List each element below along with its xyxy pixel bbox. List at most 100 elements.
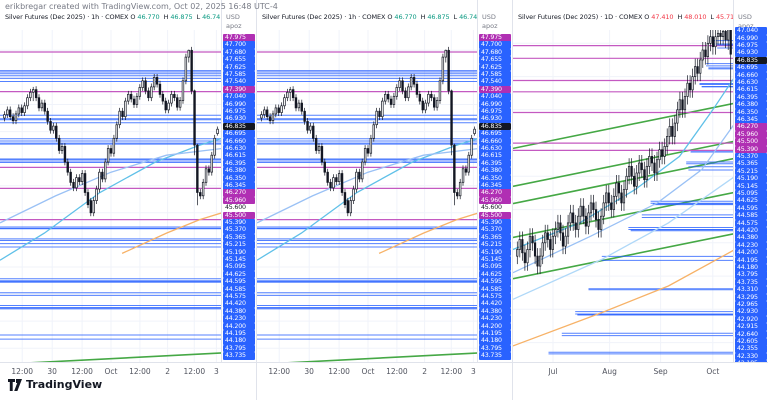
level-price-label: 46.630 (735, 79, 767, 87)
level-price-label: 45.960 (479, 196, 511, 205)
level-price-label: 46.345 (479, 182, 511, 190)
level-price-label: 42.915 (735, 323, 767, 331)
candle (564, 235, 567, 247)
tradingview-logo[interactable]: TradingView (8, 378, 102, 391)
chart-header[interactable]: Silver Futures (Dec 2025) · 1D · COMEX O… (518, 13, 733, 21)
candle (283, 97, 286, 107)
chart-panel-1h-left[interactable]: Silver Futures (Dec 2025) · 1h · COMEX O… (0, 0, 256, 400)
price-scale[interactable]: USD apoz 47.975 47.700 47.680 47.655 47.625 47… (477, 0, 512, 362)
axis-price-tick: 45.600 (225, 204, 246, 212)
level-price-label: 44.575 (479, 293, 511, 301)
candle (23, 105, 26, 113)
level-price-label: 47.680 (479, 48, 511, 57)
candle (291, 89, 295, 99)
candle (118, 110, 121, 126)
candle (574, 222, 577, 230)
level-price-label: 44.180 (223, 337, 255, 345)
level-price-label: 46.660 (223, 137, 255, 146)
candle (683, 96, 687, 111)
candle (640, 162, 643, 171)
symbol-title[interactable]: Silver Futures (Dec 2025) · 1D · COMEX (518, 13, 643, 21)
time-axis[interactable]: 12:00 30 12:00 Oct 12:00 2 12:00 3 (0, 362, 256, 400)
candle (554, 229, 557, 237)
candle (701, 49, 704, 61)
level-price-label: 44.420 (223, 300, 255, 308)
time-axis[interactable]: 12:00 30 12:00 Oct 12:00 2 12:00 3 (257, 362, 512, 400)
candle (569, 212, 572, 224)
candle (173, 93, 176, 99)
price-pane[interactable] (257, 30, 479, 362)
level-price-label: 44.230 (735, 241, 767, 250)
level-price-label: 45.190 (479, 248, 511, 257)
candle (395, 87, 398, 97)
candle (386, 93, 390, 100)
level-price-label: 44.380 (735, 234, 767, 242)
candle (559, 222, 562, 234)
candle (141, 80, 144, 88)
price-scale[interactable]: USD apoz 47.975 47.700 47.680 47.655 47.625 47… (221, 0, 256, 362)
candle (643, 169, 646, 181)
candle (704, 49, 707, 58)
candle (277, 107, 280, 113)
candle (438, 80, 442, 101)
candle (427, 93, 430, 104)
level-price-label: 46.630 (223, 145, 255, 153)
candle (80, 173, 84, 182)
candle (89, 200, 93, 214)
level-price-label: 45.215 (479, 241, 511, 249)
candle (473, 128, 476, 134)
candle (343, 192, 347, 206)
candle (584, 215, 587, 227)
chart-header[interactable]: Silver Futures (Dec 2025) · 1h · COMEX O… (5, 13, 220, 21)
candle (138, 87, 141, 97)
candle (592, 202, 595, 210)
candle (645, 165, 648, 180)
level-price-label: 46.930 (223, 115, 255, 123)
level-price-label: 44.585 (479, 285, 511, 294)
candle (193, 90, 196, 146)
level-price-label: 47.975 (223, 34, 255, 42)
candle (83, 173, 87, 193)
candle (352, 188, 355, 201)
candle (658, 149, 661, 161)
candle (29, 91, 32, 99)
time-axis-label: 2 (165, 367, 170, 376)
candle (109, 148, 113, 154)
price-pane[interactable] (513, 30, 735, 362)
candle (204, 168, 208, 183)
candle (127, 93, 130, 102)
level-price-label: 46.615 (479, 152, 511, 160)
candle (724, 30, 727, 41)
candle (213, 137, 216, 156)
level-price-label: 46.395 (735, 93, 767, 102)
scale-unit-label: USD apoz (482, 13, 498, 30)
time-axis[interactable]: Jul Aug Sep Oct (513, 362, 768, 400)
chart-header[interactable]: Silver Futures (Dec 2025) · 1h · COMEX O… (262, 13, 477, 21)
level-price-label: 44.230 (479, 315, 511, 323)
candle (147, 90, 150, 99)
current-price-label: 46.835 (479, 122, 511, 131)
candle (201, 181, 205, 197)
candle (531, 235, 534, 244)
candle (164, 100, 167, 111)
candle (579, 205, 582, 217)
price-scale[interactable]: USD apoz 47.040 46.990 46.975 46.930 46.835 46… (733, 0, 768, 368)
level-price-label: 45.095 (223, 263, 255, 271)
chart-panel-1h-middle[interactable]: Silver Futures (Dec 2025) · 1h · COMEX O… (256, 0, 512, 400)
candle (98, 171, 101, 190)
chart-panel-1d-right[interactable]: Silver Futures (Dec 2025) · 1D · COMEX O… (512, 0, 768, 400)
symbol-title[interactable]: Silver Futures (Dec 2025) · 1h · COMEX (262, 13, 386, 21)
candle (663, 146, 666, 157)
level-price-label: 45.370 (223, 226, 255, 234)
level-price-label: 45.390 (223, 219, 255, 227)
candle (421, 100, 424, 111)
level-price-label: 42.605 (735, 338, 767, 346)
level-price-label: 45.370 (735, 153, 767, 161)
level-price-label: 44.595 (479, 278, 511, 286)
level-price-label: 44.180 (735, 264, 767, 272)
axis-price-tick: 45.600 (481, 204, 502, 212)
symbol-title[interactable]: Silver Futures (Dec 2025) · 1h · COMEX (5, 13, 129, 21)
candle (655, 159, 659, 174)
price-pane[interactable] (0, 30, 222, 362)
